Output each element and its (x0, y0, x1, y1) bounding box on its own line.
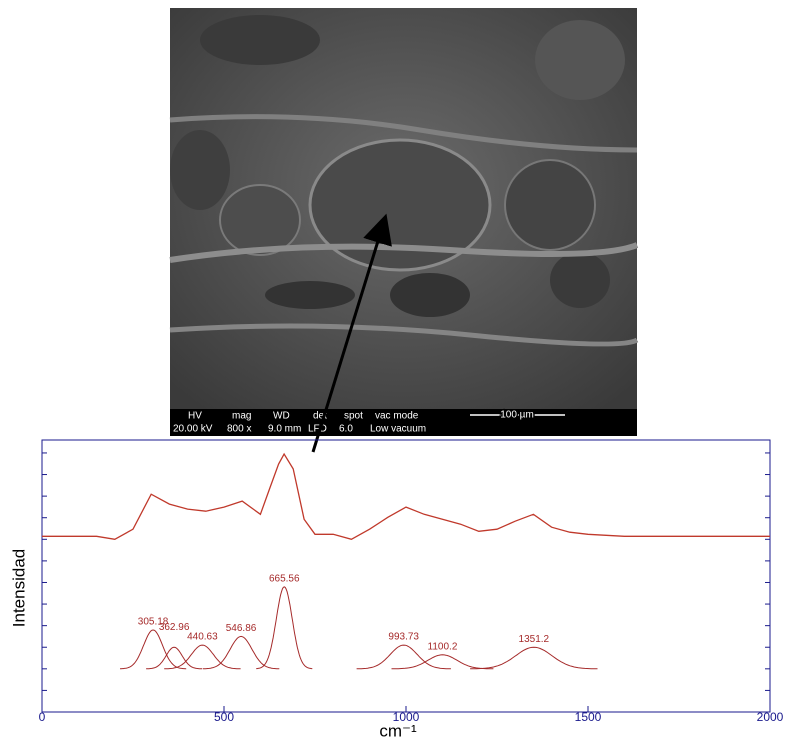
x-tick-label: 1500 (575, 710, 602, 724)
sem-pore (200, 15, 320, 65)
sem-cell (170, 130, 230, 210)
peak-label: 362.96 (159, 622, 190, 633)
info-header: vac mode (375, 411, 419, 422)
sem-ridge (169, 323, 639, 347)
x-tick-label: 2000 (757, 710, 784, 724)
info-value: 20.00 kV (173, 424, 213, 435)
sem-pore (390, 273, 470, 317)
info-bar (170, 409, 637, 436)
scale-bar-label: 100 µm (500, 410, 534, 421)
sem-cell (550, 252, 610, 308)
peak-label: 1351.2 (519, 634, 550, 645)
peak-curve (391, 654, 494, 670)
sem-image (169, 8, 639, 436)
peak-curve (146, 646, 203, 670)
info-bar-text: HV 20.00 kV mag 800 x WD 9.0 mm det LFD spot 6.0 v… (173, 408, 535, 435)
info-header: mag (232, 411, 251, 422)
info-value: 6.0 (339, 424, 353, 435)
x-tick-label: 1000 (393, 710, 420, 724)
peak-curve (470, 646, 598, 670)
sem-cell (219, 184, 301, 256)
peak-label: 546.86 (226, 623, 257, 634)
x-tick-label: 500 (214, 710, 234, 724)
peak-curve (356, 644, 451, 670)
peak-label: 993.73 (388, 632, 419, 643)
info-header: HV (188, 411, 202, 422)
peak-curve (256, 586, 313, 670)
info-header: WD (273, 411, 290, 422)
peak-label: 665.56 (269, 573, 300, 584)
peak-curve (202, 635, 280, 670)
plot-frame (41, 439, 771, 713)
sem-pore (265, 281, 355, 309)
peak-label: 440.63 (187, 632, 218, 643)
peak-label: 1100.2 (428, 641, 458, 652)
sem-cell (504, 159, 596, 251)
info-header: spot (344, 411, 363, 422)
x-axis-label: cm⁻¹ (379, 721, 417, 740)
sem-ridge (169, 114, 638, 153)
sem-cell (308, 138, 492, 272)
info-value: Low vacuum (370, 424, 426, 435)
info-value: 9.0 mm (268, 424, 301, 435)
x-tick-label: 0 (39, 710, 46, 724)
peak-curve (120, 629, 187, 670)
info-header: det (313, 411, 327, 422)
peak-label: 305.18 (138, 617, 169, 628)
sem-cell (535, 20, 625, 100)
arrow (311, 213, 392, 453)
info-value: LFD (308, 424, 327, 435)
peak-curve (164, 644, 241, 670)
y-axis-label: Intensidad (9, 549, 28, 627)
info-value: 800 x (227, 424, 251, 435)
spectrum-line (42, 452, 770, 540)
sem-ridge (169, 242, 639, 263)
